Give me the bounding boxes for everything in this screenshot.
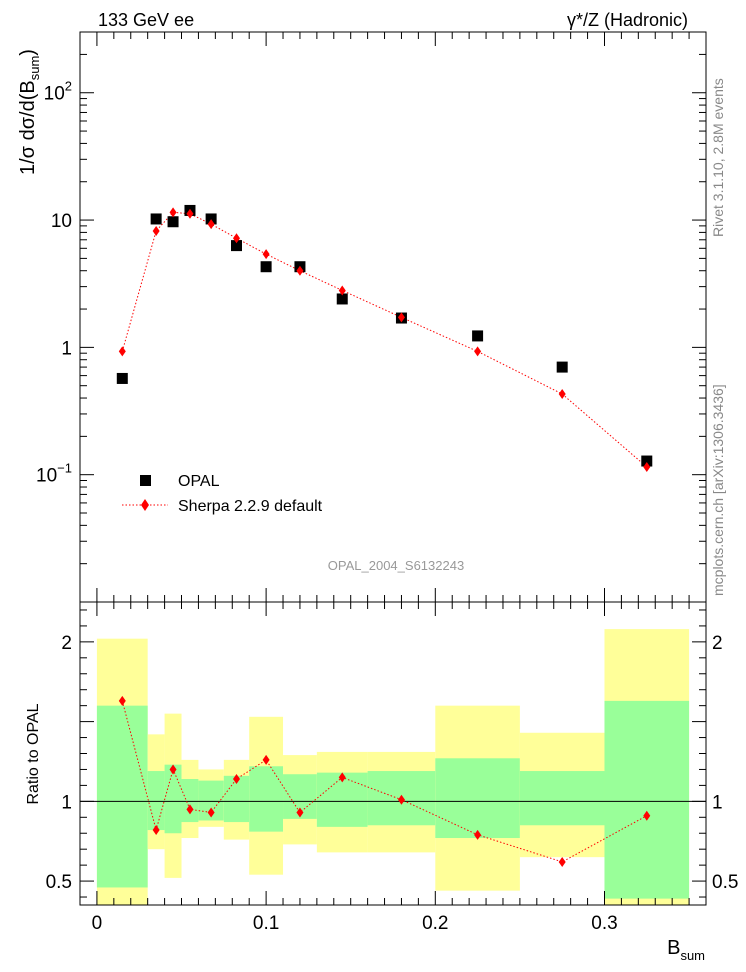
ratio-sherpa-point bbox=[233, 774, 240, 785]
ratio-y-tick-label-right: 1 bbox=[712, 792, 723, 813]
legend-sherpa-label: Sherpa 2.2.9 default bbox=[178, 498, 323, 515]
ratio-sherpa-point bbox=[296, 807, 304, 818]
legend: OPAL Sherpa 2.2.9 default bbox=[122, 473, 323, 515]
ratio-band-inner bbox=[519, 771, 605, 826]
main-y-tick-label: 10−1 bbox=[36, 461, 72, 487]
sherpa-point bbox=[643, 461, 651, 472]
sherpa-point bbox=[338, 285, 346, 296]
sherpa-point bbox=[262, 249, 270, 260]
ratio-sherpa-point bbox=[169, 764, 177, 775]
opal-point bbox=[260, 261, 272, 273]
sherpa-point bbox=[296, 265, 304, 276]
ratio-sherpa-point bbox=[118, 695, 126, 706]
sherpa-point bbox=[169, 207, 177, 218]
ratio-sherpa-point bbox=[186, 804, 194, 815]
ratio-x-tick-label: 0.3 bbox=[591, 913, 617, 934]
main-plot-panel: 10−1 1 10 102 OPAL_2004_S6132243 OPAL Sherp… bbox=[17, 31, 707, 603]
sherpa-point bbox=[118, 346, 126, 357]
ratio-x-tick-label: 0.1 bbox=[253, 913, 279, 934]
opal-point bbox=[167, 216, 179, 228]
opal-point bbox=[205, 213, 217, 225]
svg-text:1/σ dσ/d(Bsum): 1/σ dσ/d(Bsum) bbox=[17, 49, 42, 175]
rivet-label: Rivet 3.1.10, 2.8M events bbox=[710, 78, 726, 237]
legend-opal-marker bbox=[140, 475, 151, 486]
ratio-plot-panel: 0.5 0.5 1 1 2 2 0 0.1 0.2 0.3 Ratio to OPAL Bsum bbox=[25, 601, 738, 963]
ratio-sherpa-point bbox=[152, 825, 160, 836]
energy-label: 133 GeV ee bbox=[98, 10, 194, 30]
x-label-sub: sum bbox=[680, 948, 705, 963]
ratio-sherpa-point bbox=[338, 772, 346, 783]
ratio-y-tick-label-right: 2 bbox=[712, 633, 723, 654]
sherpa-point bbox=[397, 312, 405, 323]
opal-point bbox=[556, 361, 568, 373]
process-label: γ*/Z (Hadronic) bbox=[567, 10, 688, 30]
main-y-tick-label: 1 bbox=[61, 338, 72, 359]
sherpa-point bbox=[207, 219, 215, 230]
watermark: OPAL_2004_S6132243 bbox=[328, 558, 464, 573]
mcplots-label: mcplots.cern.ch [arXiv:1306.3436] bbox=[710, 384, 726, 596]
ratio-y-tick-label: 1 bbox=[61, 792, 72, 813]
ratio-band-inner bbox=[147, 771, 165, 831]
ratio-sherpa-point bbox=[262, 754, 270, 765]
opal-point bbox=[336, 293, 348, 305]
sherpa-point bbox=[474, 346, 482, 357]
legend-opal-label: OPAL bbox=[178, 473, 220, 490]
sherpa-point bbox=[186, 208, 194, 219]
opal-point bbox=[150, 213, 162, 225]
ratio-sherpa-point bbox=[474, 829, 482, 840]
ratio-y-tick-label: 0.5 bbox=[46, 872, 72, 893]
ratio-sherpa-point bbox=[397, 794, 405, 805]
x-label-main: B bbox=[667, 937, 680, 959]
ratio-sherpa-point bbox=[643, 810, 651, 821]
main-y-tick-label: 102 bbox=[44, 79, 72, 105]
x-axis-label: Bsum bbox=[667, 937, 705, 963]
main-plot-frame bbox=[79, 31, 707, 603]
sherpa-point bbox=[558, 389, 566, 400]
ratio-band-inner bbox=[96, 705, 148, 888]
ratio-x-tick-label: 0.2 bbox=[422, 913, 448, 934]
sherpa-point bbox=[152, 226, 160, 237]
opal-point bbox=[641, 455, 653, 467]
sherpa-point bbox=[233, 233, 240, 244]
main-y-axis-label: 1/σ dσ/d(Bsum) bbox=[17, 49, 42, 175]
legend-sherpa-marker bbox=[141, 499, 149, 511]
ratio-band-inner bbox=[164, 764, 182, 834]
y-label-end: ) bbox=[17, 49, 39, 56]
ratio-sherpa-point bbox=[207, 807, 215, 818]
ratio-y-tick-label: 2 bbox=[61, 633, 72, 654]
ratio-y-axis-label: Ratio to OPAL bbox=[25, 703, 42, 804]
opal-point bbox=[472, 330, 484, 342]
ratio-y-tick-label-right: 0.5 bbox=[712, 872, 738, 893]
main-y-tick-label: 10 bbox=[51, 211, 72, 232]
sherpa-line bbox=[121, 211, 648, 468]
opal-point bbox=[231, 240, 242, 252]
y-label-main: 1/σ dσ/d(B bbox=[17, 80, 39, 175]
ratio-x-tick-label: 0 bbox=[92, 913, 103, 934]
y-label-sub: sum bbox=[27, 56, 42, 81]
ratio-band-inner bbox=[435, 758, 520, 839]
ratio-band-inner bbox=[604, 700, 690, 899]
ratio-band-inner bbox=[181, 779, 199, 823]
ratio-sherpa-point bbox=[558, 856, 566, 867]
opal-point bbox=[116, 372, 128, 384]
ratio-band-inner bbox=[249, 766, 284, 832]
